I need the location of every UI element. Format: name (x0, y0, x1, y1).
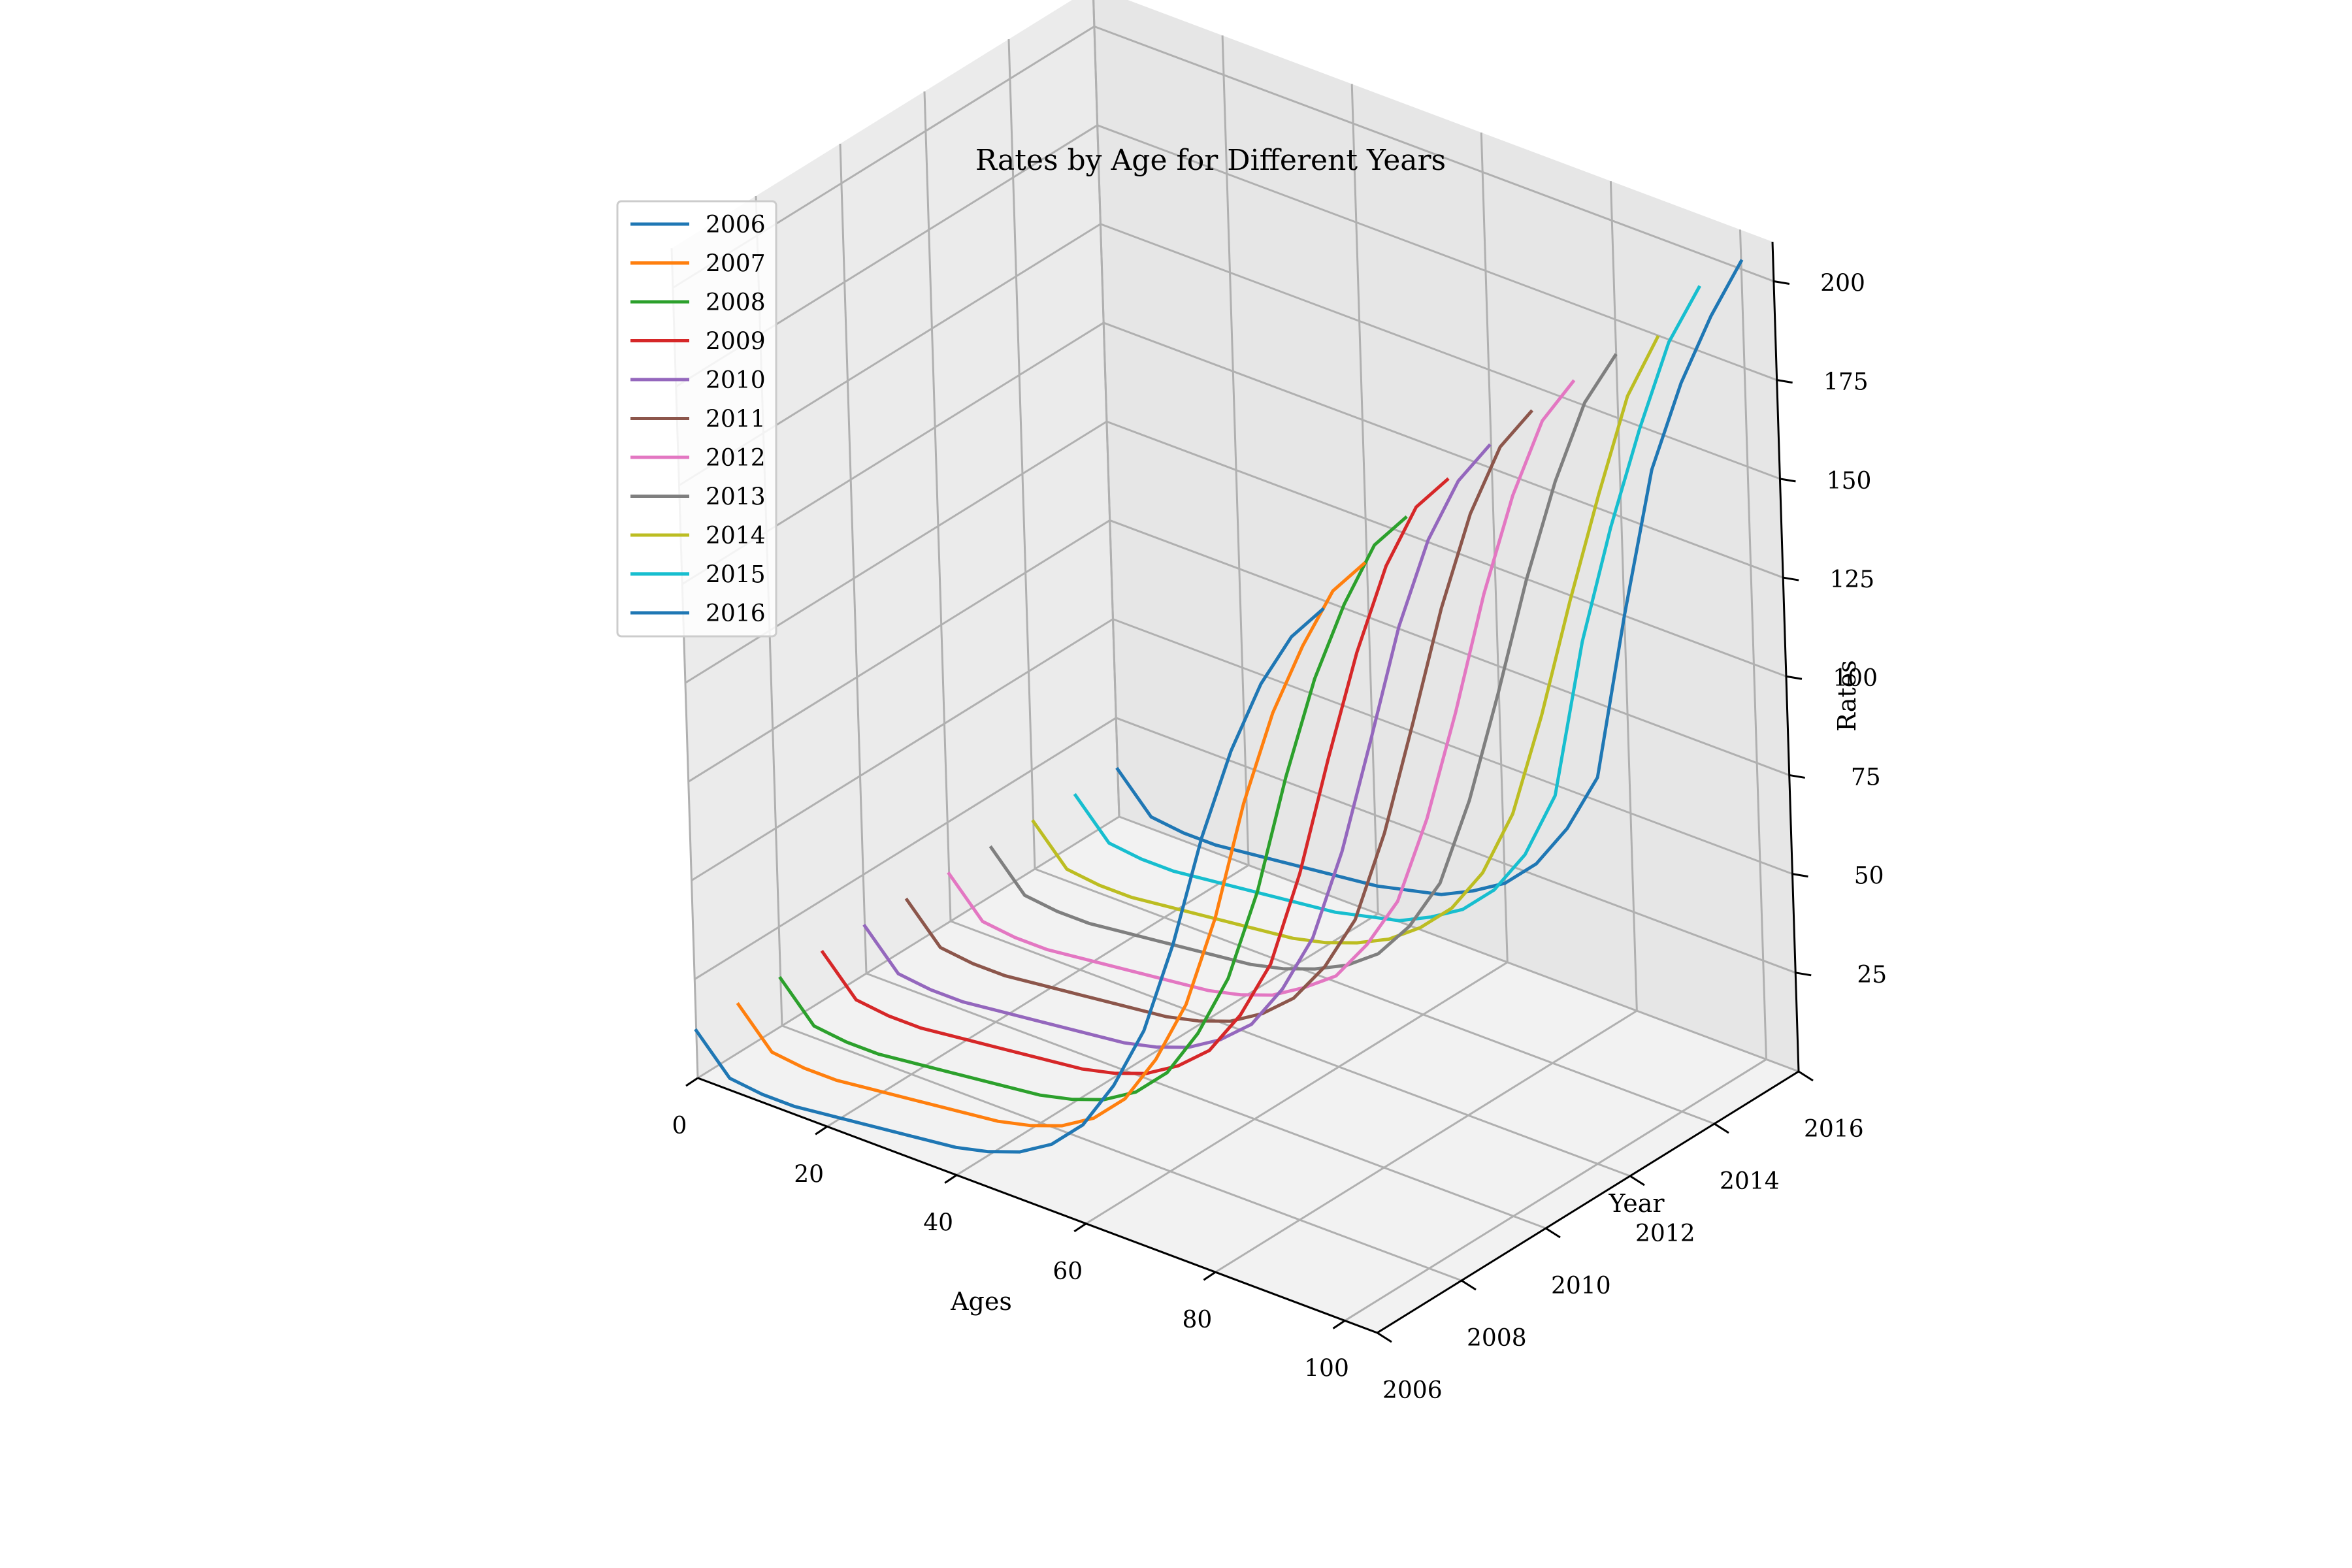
y-tick-mark (1545, 1227, 1561, 1239)
z-grid-line-back (1094, 25, 1774, 282)
y-tick-mark (1461, 1279, 1477, 1291)
y-tick-label: 2012 (1635, 1220, 1695, 1247)
left-wall-pane (672, 0, 1119, 1078)
legend-label-2014: 2014 (706, 523, 766, 549)
legend-label-2012: 2012 (706, 445, 766, 472)
x-grid-line-floor (1215, 1009, 1638, 1273)
z-tick-mark (1789, 774, 1805, 779)
floor-pane (698, 817, 1799, 1333)
x-tick-label: 100 (1304, 1355, 1349, 1382)
legend-label-2008: 2008 (706, 289, 766, 316)
y-tick-mark (1714, 1122, 1729, 1134)
axis-ticks: 0 20 40 60 80 100 2006 2008 2010 2012 2014 2016 25 50… (672, 270, 1887, 1405)
y-tick-label: 2008 (1467, 1325, 1527, 1352)
legend-label-2011: 2011 (706, 406, 766, 433)
y-grid-line-floor (950, 920, 1631, 1177)
y-tick-mark (1377, 1331, 1392, 1343)
y-axis-line (1377, 1070, 1799, 1334)
y-tick-label: 2010 (1551, 1273, 1611, 1299)
x-tick-mark (815, 1126, 828, 1135)
series-line-2013 (988, 353, 1618, 971)
z-tick-label: 125 (1829, 566, 1874, 593)
axis-panes (672, 0, 1799, 1333)
x-grid-line-floor (1344, 1058, 1767, 1322)
z-tick-mark (1795, 972, 1812, 977)
z-grid-line-back (1109, 519, 1790, 776)
legend-label-2015: 2015 (706, 562, 766, 589)
series-line-2016 (1115, 259, 1744, 896)
z-tick-mark (1782, 576, 1799, 581)
legend: 2006 2007 2008 2009 2010 2011 2012 2013 2014 2015… (616, 200, 777, 638)
z-grid-line-left (694, 717, 1117, 981)
z-tick-mark (1780, 478, 1796, 483)
z-grid-line-left (691, 618, 1114, 881)
x-tick-mark (685, 1077, 698, 1087)
z-tick-label: 175 (1823, 369, 1869, 396)
back-wall-pane (1093, 0, 1799, 1071)
legend-label-2013: 2013 (706, 484, 766, 511)
series-line-2007 (736, 561, 1367, 1128)
z-tick-label: 25 (1857, 962, 1887, 988)
y-grid-line-floor (781, 1024, 1462, 1282)
legend-label-2006: 2006 (706, 212, 766, 238)
x-tick-mark (1203, 1271, 1217, 1281)
y-tick-label: 2016 (1804, 1116, 1864, 1143)
z-tick-label: 100 (1833, 665, 1878, 692)
z-tick-mark (1773, 280, 1790, 285)
z-tick-label: 75 (1851, 764, 1881, 791)
y-grid-line-floor (1119, 815, 1799, 1073)
x-tick-label: 60 (1053, 1258, 1083, 1285)
z-tick-label: 200 (1820, 270, 1865, 297)
y-tick-label: 2014 (1720, 1168, 1780, 1195)
y-tick-mark (1629, 1175, 1645, 1186)
z-axis-label: Rates (1833, 660, 1861, 731)
z-grid-line-back (1103, 321, 1784, 579)
chart-title: Rates by Age for Different Years (975, 144, 1446, 177)
series-line-2011 (904, 409, 1534, 1023)
z-grid-line-back (1100, 223, 1780, 480)
legend-label-2016: 2016 (706, 600, 766, 627)
legend-label-2009: 2009 (706, 329, 766, 355)
y-grid-line-floor (1034, 868, 1715, 1125)
z-grid-line-back (1097, 124, 1778, 382)
z-tick-label: 50 (1854, 863, 1884, 890)
x-tick-mark (1073, 1222, 1087, 1233)
z-tick-mark (1792, 873, 1808, 878)
x-grid-line-floor (956, 913, 1379, 1176)
y-axis-label: Year (1608, 1189, 1665, 1218)
z-grid-line-left (687, 519, 1111, 783)
series-line-2015 (1073, 285, 1701, 923)
z-grid-line-left (685, 420, 1107, 684)
series-line-2012 (947, 379, 1576, 997)
y-grid-line-floor (866, 972, 1546, 1230)
z-tick-mark (1786, 675, 1803, 680)
y-tick-label: 2006 (1382, 1377, 1443, 1404)
x-grid-line-floor (697, 815, 1120, 1079)
series-line-2006 (694, 607, 1325, 1154)
x-tick-label: 20 (794, 1161, 824, 1188)
series-line-2014 (1031, 335, 1660, 945)
x-tick-label: 40 (923, 1210, 953, 1237)
x-tick-label: 80 (1182, 1307, 1212, 1333)
legend-label-2007: 2007 (706, 251, 766, 278)
z-grid-line-back (1106, 420, 1787, 678)
legend-box (616, 200, 777, 638)
y-tick-mark (1798, 1070, 1814, 1082)
grid-lines (670, 0, 1799, 1334)
x-tick-mark (1332, 1320, 1346, 1330)
x-tick-mark (944, 1174, 958, 1184)
x-axis-label: Ages (950, 1287, 1012, 1316)
z-tick-mark (1776, 379, 1793, 384)
series-lines (694, 259, 1744, 1154)
x-tick-label: 0 (672, 1113, 687, 1139)
legend-label-2010: 2010 (706, 367, 766, 394)
z-tick-label: 150 (1827, 468, 1872, 495)
x-axis-line (697, 1077, 1378, 1334)
z-grid-line-back (1112, 618, 1793, 875)
x-grid-line-floor (1085, 961, 1509, 1225)
